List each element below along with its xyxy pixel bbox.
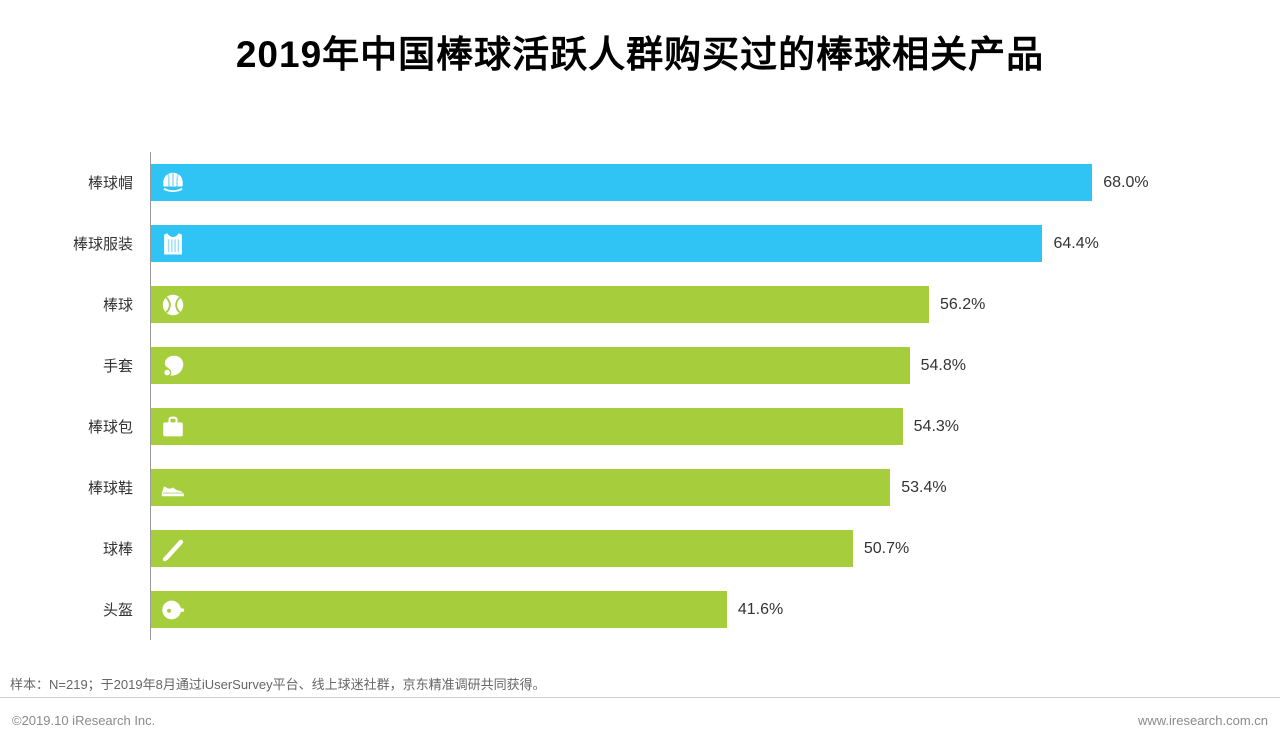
bar-track: 68.0% xyxy=(150,152,1149,213)
chart-title: 2019年中国棒球活跃人群购买过的棒球相关产品 xyxy=(235,34,1045,75)
bar-rows: 棒球帽 68.0% 棒球服装 64.4% 棒球 56.2% 手套 54.8% 棒球包 54.3% 棒… xyxy=(0,152,1280,640)
glove-icon xyxy=(159,352,187,380)
value-label: 56.2% xyxy=(940,295,986,313)
sample-note: 样本：N=219；于2019年8月通过iUserSurvey平台、线上球迷社群，… xyxy=(10,677,546,692)
category-label: 棒球包 xyxy=(87,419,133,436)
bar-row: 棒球 56.2% xyxy=(0,274,1280,335)
category-label: 棒球帽 xyxy=(87,175,133,192)
footer: ©2019.10 iResearch Inc. www.iresearch.co… xyxy=(0,697,1280,742)
bat-icon xyxy=(159,535,187,563)
category-label: 球棒 xyxy=(102,541,133,558)
bar xyxy=(151,469,891,506)
bar-row: 棒球鞋 53.4% xyxy=(0,457,1280,518)
bar-row: 棒球帽 68.0% xyxy=(0,152,1280,213)
bar-row: 棒球包 54.3% xyxy=(0,396,1280,457)
copyright-text: ©2019.10 iResearch Inc. xyxy=(12,712,156,728)
value-label: 50.7% xyxy=(863,539,910,557)
bar-track: 54.3% xyxy=(150,396,1120,457)
bar xyxy=(151,286,929,323)
bar-track: 64.4% xyxy=(150,213,1120,274)
shoe-icon xyxy=(159,474,187,502)
bar-row: 手套 54.8% xyxy=(0,335,1280,396)
bar-track: 41.6% xyxy=(150,579,1120,640)
category-label: 棒球服装 xyxy=(72,236,133,253)
value-label: 54.8% xyxy=(920,356,966,374)
category-label: 手套 xyxy=(102,358,133,375)
bar xyxy=(151,591,727,628)
jersey-icon xyxy=(159,230,187,258)
bar-row: 球棒 50.7% xyxy=(0,518,1280,579)
category-label: 头盔 xyxy=(102,602,133,619)
value-label: 64.4% xyxy=(1053,234,1099,252)
value-label: 41.6% xyxy=(737,600,784,618)
bar xyxy=(151,530,853,567)
bar xyxy=(151,347,910,384)
value-label: 53.4% xyxy=(901,478,947,496)
baseball-icon xyxy=(159,291,187,319)
bar-track: 56.2% xyxy=(150,274,1120,335)
bar-track: 53.4% xyxy=(150,457,1120,518)
bag-icon xyxy=(159,413,187,441)
bar-track: 50.7% xyxy=(150,518,1120,579)
bar-track: 54.8% xyxy=(150,335,1120,396)
bar xyxy=(151,164,1093,201)
bar-row: 头盔 41.6% xyxy=(0,579,1280,640)
category-label: 棒球 xyxy=(102,297,133,314)
value-label: 68.0% xyxy=(1103,173,1149,191)
helmet-icon xyxy=(159,596,187,624)
value-label: 54.3% xyxy=(913,417,960,435)
bar xyxy=(151,408,903,445)
bar-chart: 棒球帽 68.0% 棒球服装 64.4% 棒球 56.2% 手套 54.8% 棒球包 54.3% 棒… xyxy=(0,152,1280,640)
cap-icon xyxy=(159,169,187,197)
bar-row: 棒球服装 64.4% xyxy=(0,213,1280,274)
bar xyxy=(151,225,1043,262)
category-label: 棒球鞋 xyxy=(87,480,133,497)
website-link[interactable]: www.iresearch.com.cn xyxy=(1137,712,1268,728)
